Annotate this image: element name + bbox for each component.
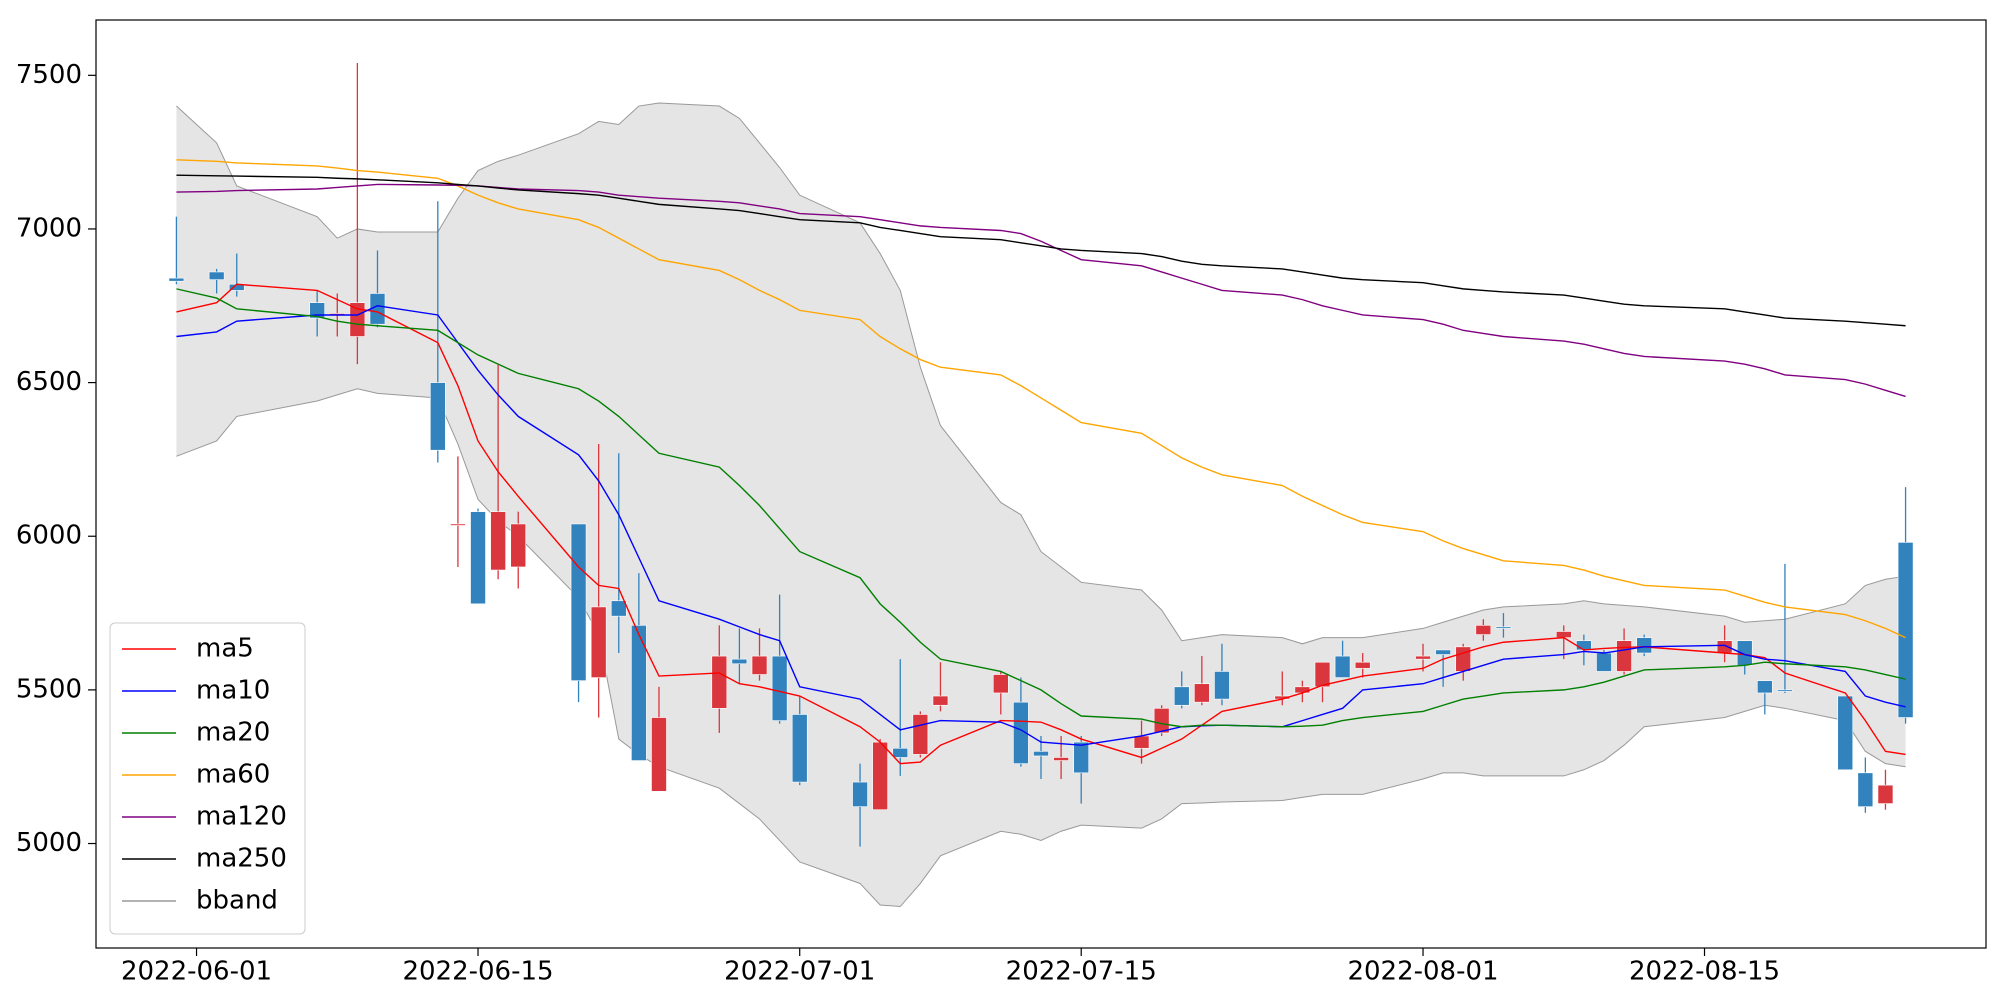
candle-body bbox=[1033, 751, 1049, 757]
candle-body bbox=[1555, 631, 1572, 638]
band-upper bbox=[176, 102, 1906, 645]
x-tick-label: 2022-06-15 bbox=[402, 957, 553, 987]
candle-body bbox=[1435, 649, 1451, 655]
candle-body bbox=[892, 747, 909, 758]
candle-body bbox=[1214, 671, 1230, 700]
y-tick-label: 7000 bbox=[16, 213, 82, 243]
candle-body bbox=[751, 655, 768, 675]
ma-line bbox=[176, 283, 1906, 765]
candle-body bbox=[510, 523, 527, 568]
y-tick-label: 6500 bbox=[16, 367, 82, 397]
candle-body bbox=[470, 511, 486, 605]
plot-area bbox=[168, 63, 1914, 908]
candle-body bbox=[208, 271, 225, 280]
y-tick-label: 7500 bbox=[16, 60, 82, 90]
candle-body bbox=[1153, 708, 1170, 734]
candle-body bbox=[610, 600, 627, 617]
candle-body bbox=[631, 625, 647, 761]
candle-body bbox=[872, 741, 888, 811]
candle-body bbox=[1415, 655, 1431, 660]
candle-body bbox=[711, 655, 728, 709]
candle-body bbox=[309, 302, 325, 319]
candle-body bbox=[912, 714, 929, 755]
ma-line bbox=[176, 288, 1906, 728]
candle-body bbox=[1495, 626, 1512, 629]
candle-body bbox=[1616, 640, 1632, 672]
candle-body bbox=[1596, 652, 1612, 672]
candle-body bbox=[450, 523, 466, 526]
y-tick-label: 5000 bbox=[16, 828, 82, 858]
legend-label: ma5 bbox=[196, 634, 254, 664]
ma-line bbox=[176, 159, 1906, 639]
legend-label: ma20 bbox=[196, 718, 270, 748]
candle-body bbox=[1716, 640, 1733, 654]
x-tick-label: 2022-08-15 bbox=[1629, 957, 1780, 987]
candle-body bbox=[1857, 772, 1874, 807]
candle-body bbox=[1736, 640, 1753, 666]
candle-body bbox=[1877, 784, 1894, 804]
candle-body bbox=[168, 277, 185, 282]
legend-label: ma120 bbox=[196, 802, 287, 832]
band-area bbox=[176, 102, 1906, 907]
candle-body bbox=[1475, 625, 1492, 635]
legend-box bbox=[109, 622, 306, 935]
candle-body bbox=[430, 382, 446, 451]
candle-body bbox=[1837, 695, 1854, 771]
legend-label: ma60 bbox=[196, 760, 270, 790]
axes-frame bbox=[95, 19, 1987, 949]
candle-body bbox=[731, 658, 748, 665]
candle-body bbox=[1897, 542, 1914, 718]
candle-body bbox=[932, 695, 949, 706]
y-tick-label: 5500 bbox=[16, 674, 82, 704]
y-tick-label: 6000 bbox=[16, 521, 82, 551]
candle-body bbox=[852, 781, 868, 807]
legend-label: ma10 bbox=[196, 676, 270, 706]
candle-body bbox=[1294, 686, 1311, 694]
candle-body bbox=[1314, 661, 1331, 688]
candle-body bbox=[1133, 735, 1150, 749]
candle-body bbox=[1053, 757, 1069, 761]
candle-body bbox=[771, 655, 788, 721]
ma-line bbox=[176, 305, 1906, 746]
legend-label: ma250 bbox=[196, 844, 287, 874]
x-tick-label: 2022-06-01 bbox=[121, 957, 272, 987]
candle-body bbox=[1636, 637, 1652, 654]
candle-body bbox=[1334, 655, 1351, 678]
candle-body bbox=[570, 523, 587, 681]
candle-body bbox=[1757, 680, 1773, 694]
candle-body bbox=[651, 717, 667, 792]
candle-body bbox=[1354, 661, 1371, 669]
candle-body bbox=[1194, 683, 1210, 703]
candle-body bbox=[1777, 689, 1793, 692]
legend: ma5 ma10 ma20 ma60 ma120 ma250 bband bbox=[109, 622, 306, 935]
x-tick-label: 2022-08-01 bbox=[1347, 957, 1498, 987]
candle-body bbox=[1013, 701, 1029, 764]
candle-body bbox=[791, 714, 808, 783]
legend-label: bband bbox=[196, 886, 278, 916]
candle-body bbox=[490, 511, 506, 571]
candle-body bbox=[590, 606, 607, 678]
x-tick-label: 2022-07-15 bbox=[1006, 957, 1157, 987]
candle-body bbox=[1073, 741, 1090, 774]
candle-body bbox=[1455, 646, 1472, 672]
x-tick-label: 2022-07-01 bbox=[724, 957, 875, 987]
ma-line bbox=[176, 174, 1906, 327]
candle-body bbox=[1576, 640, 1592, 651]
candle-body bbox=[349, 302, 366, 337]
candle-body bbox=[1173, 686, 1190, 706]
candle-body bbox=[992, 674, 1009, 694]
